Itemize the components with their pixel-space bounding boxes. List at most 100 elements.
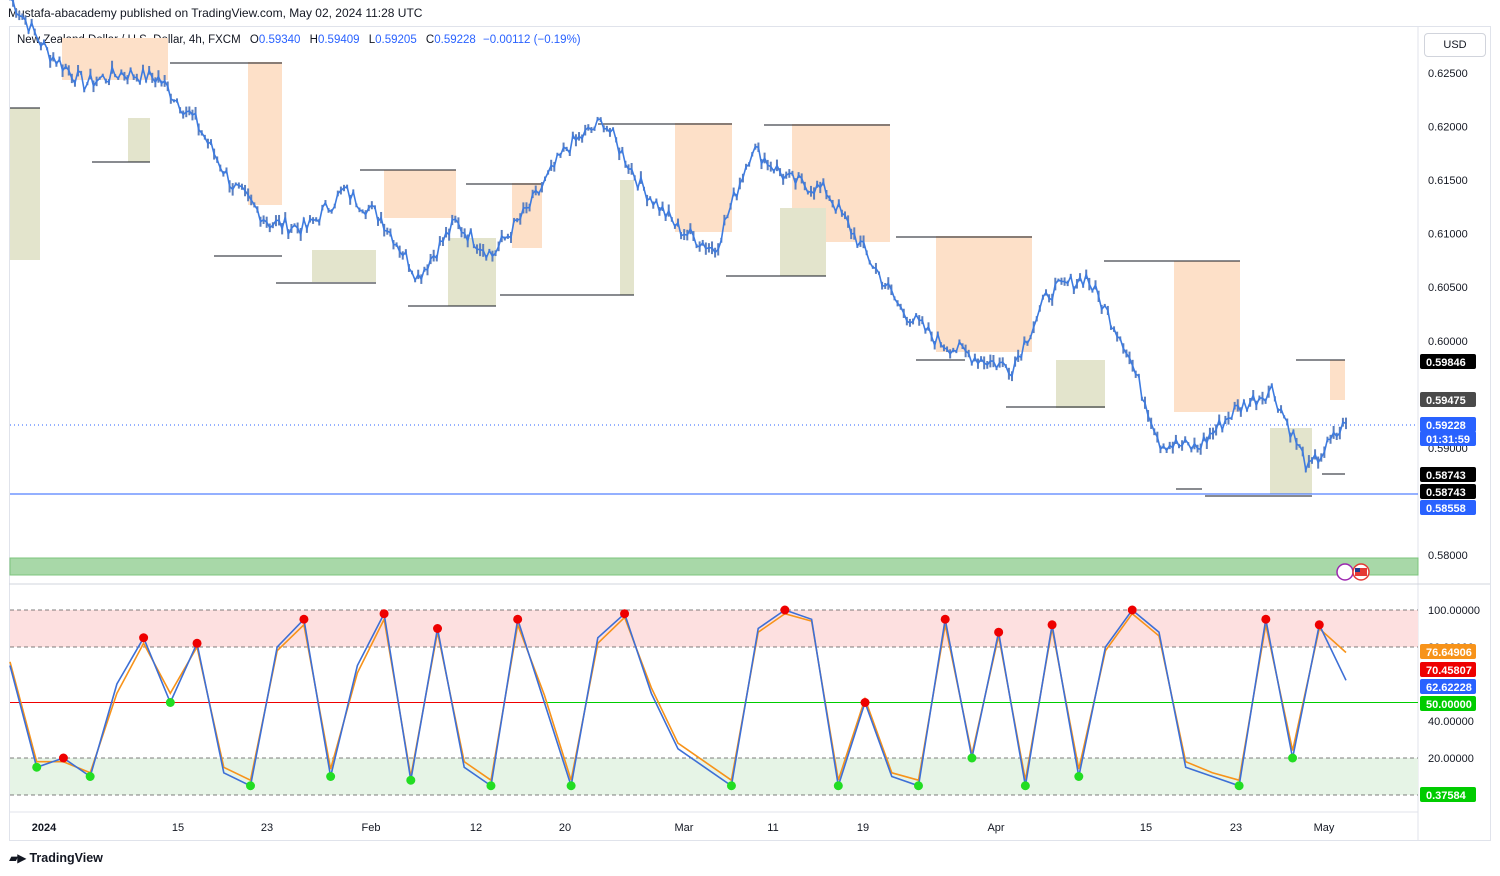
- supply-zone: [248, 62, 282, 205]
- sell-signal-marker: [513, 614, 523, 624]
- close-label: C: [425, 34, 435, 46]
- osc-tag-box: [1420, 644, 1476, 659]
- time-tick-label: 20: [559, 822, 571, 834]
- buy-signal-marker: [486, 781, 496, 791]
- sell-signal-marker: [299, 614, 309, 624]
- osc-tag-label: 62.62228: [1426, 682, 1472, 694]
- sell-signal-marker: [620, 609, 630, 619]
- time-tick-label: 12: [470, 822, 482, 834]
- price-tag-box: [1420, 431, 1476, 446]
- demand-zone: [1056, 360, 1105, 408]
- buy-signal-marker: [1074, 772, 1084, 781]
- sell-signal-marker: [994, 627, 1004, 637]
- sell-signal-marker: [192, 638, 202, 648]
- price-tick-label: 0.58000: [1428, 550, 1468, 562]
- osc-tag-box: [1420, 696, 1476, 711]
- price-tag-box: [1420, 484, 1476, 499]
- open-label: O: [249, 34, 259, 46]
- sell-signal-marker: [433, 624, 443, 633]
- time-tick-label: May: [1314, 822, 1335, 834]
- high-label: H: [309, 34, 318, 46]
- supply-zone: [512, 183, 542, 248]
- price-tag-label: 0.59846: [1426, 357, 1466, 369]
- price-tag-box: [1420, 392, 1476, 407]
- tradingview-logo: ▰▶ TradingView: [9, 851, 103, 865]
- price-tick-label: 0.60500: [1428, 282, 1468, 294]
- sell-signal-marker: [379, 609, 389, 619]
- sell-signal-marker: [1127, 605, 1137, 615]
- buy-signal-marker: [726, 781, 736, 791]
- time-tick-label: 2024: [32, 822, 57, 834]
- candles: [9, 0, 1347, 473]
- buy-signal-marker: [406, 775, 416, 785]
- demand-zone: [448, 238, 496, 306]
- symbol-legend: New Zealand Dollar / U.S. Dollar, 4h, FX…: [17, 34, 581, 46]
- published-caption: Mustafa-abacademy published on TradingVi…: [8, 6, 423, 20]
- time-tick-label: Apr: [987, 822, 1004, 834]
- demand-zone: [620, 180, 634, 295]
- stoch-k-line: [9, 608, 1347, 788]
- low-label: L: [368, 34, 376, 46]
- oscillator-pane: [9, 605, 1418, 796]
- supply-zone: [384, 170, 456, 218]
- osc-tick-label: 40.00000: [1428, 716, 1474, 728]
- time-tick-label: 23: [1230, 822, 1242, 834]
- buy-signal-marker: [326, 772, 336, 781]
- level-lines: [10, 62, 1418, 497]
- tradingview-icon: ▰▶: [9, 851, 26, 865]
- price-tick-label: 0.61000: [1428, 229, 1468, 241]
- demand-zone: [128, 118, 150, 162]
- osc-axis-tags: 76.64906 70.45807 62.62228 50.00000 0.37584: [1420, 644, 1476, 802]
- buy-signal-marker: [833, 781, 843, 791]
- price-tick-label: 0.62500: [1428, 68, 1468, 80]
- chart-frame: [9, 26, 1491, 841]
- price-tag-box: [1420, 467, 1476, 482]
- open-value: 0.59340: [258, 34, 301, 46]
- demand-zone: [780, 208, 826, 276]
- supply-zone: [936, 236, 1032, 352]
- time-tick-label: 15: [172, 822, 184, 834]
- high-value: 0.59409: [317, 34, 360, 46]
- demand-zone: [10, 108, 40, 260]
- low-value: 0.59205: [375, 34, 417, 46]
- price-tag-label: 0.59475: [1426, 395, 1466, 407]
- price-tag-box: [1420, 354, 1476, 369]
- time-tick-label: Mar: [675, 822, 694, 834]
- buy-signal-marker: [967, 753, 977, 763]
- price-tag-box: [1420, 500, 1476, 515]
- buy-signal-marker: [1234, 781, 1244, 791]
- sell-signal-marker: [860, 698, 870, 707]
- osc-tag-label: 70.45807: [1426, 665, 1472, 677]
- buy-signal-marker: [1020, 781, 1030, 791]
- price-tag-label: 0.58558: [1426, 503, 1466, 515]
- sell-signal-marker: [1314, 620, 1324, 630]
- sd-zones: [9, 38, 1419, 576]
- price-axis-tags: 0.59846 0.59475 0.59228 01:31:59 0.58743 0.58…: [1420, 354, 1476, 515]
- osc-tag-box: [1420, 787, 1476, 802]
- price-tick-label: 0.61500: [1428, 175, 1468, 187]
- close-value: 0.59228: [434, 34, 476, 46]
- buy-signal-marker: [245, 781, 255, 791]
- time-tick-label: Feb: [362, 822, 381, 834]
- osc-tag-box: [1420, 679, 1476, 694]
- time-tick-label: 23: [261, 822, 273, 834]
- price-line: [10, 0, 1347, 473]
- osc-tag-label: 50.00000: [1426, 699, 1472, 711]
- price-axis-ticks: 0.62500 0.62000 0.61500 0.61000 0.60500 0.600…: [1428, 68, 1468, 562]
- currency-button[interactable]: USD: [1424, 33, 1486, 57]
- price-tag-label: 0.58743: [1426, 487, 1466, 499]
- time-tick-label: 11: [767, 822, 778, 834]
- sell-signal-marker: [940, 614, 950, 624]
- buy-signal-marker: [1288, 753, 1298, 763]
- price-tag-label: 01:31:59: [1426, 434, 1470, 446]
- event-flag-icon[interactable]: [1336, 563, 1370, 581]
- brand-label: TradingView: [29, 851, 103, 865]
- stoch-d-line: [9, 612, 1347, 782]
- supply-zone: [1330, 360, 1345, 400]
- buy-signal-marker: [32, 762, 42, 772]
- sell-signal-marker: [58, 753, 68, 763]
- osc-tick-label: 100.00000: [1428, 605, 1480, 617]
- price-tag-label: 0.59228: [1426, 420, 1466, 432]
- buy-signal-marker: [566, 781, 576, 791]
